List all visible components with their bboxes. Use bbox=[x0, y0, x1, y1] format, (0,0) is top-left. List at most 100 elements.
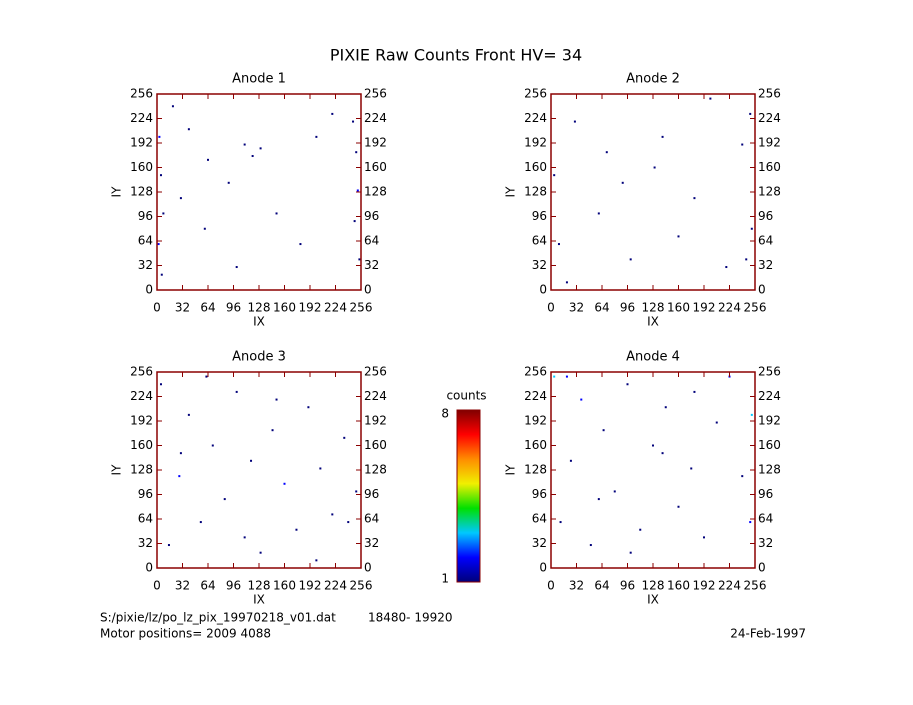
y-axis-label: IY bbox=[110, 186, 124, 198]
y-tick-label: 32 bbox=[138, 536, 153, 550]
count-pixel bbox=[331, 112, 334, 115]
x-tick-label: 0 bbox=[153, 579, 161, 593]
x-tick-label: 192 bbox=[299, 301, 322, 315]
y-tick-label: 160 bbox=[130, 160, 153, 174]
y-tick-label: 160 bbox=[130, 438, 153, 452]
y-tick-label: 224 bbox=[130, 389, 153, 403]
y-tick-label: 96 bbox=[532, 209, 547, 223]
count-pixel bbox=[715, 421, 718, 424]
count-pixel bbox=[573, 120, 576, 123]
y-tick-label: 224 bbox=[524, 389, 547, 403]
y-tick-label: 32 bbox=[758, 258, 773, 272]
x-axis-label: IX bbox=[253, 593, 265, 607]
x-tick-label: 32 bbox=[175, 579, 190, 593]
count-pixel bbox=[158, 135, 161, 138]
count-pixel bbox=[162, 212, 165, 215]
x-tick-label: 0 bbox=[547, 301, 555, 315]
count-pixel bbox=[693, 390, 696, 393]
x-tick-label: 224 bbox=[324, 579, 347, 593]
x-tick-label: 160 bbox=[273, 301, 296, 315]
panel-title: Anode 1 bbox=[232, 72, 286, 87]
y-tick-label: 0 bbox=[758, 561, 766, 575]
y-tick-label: 96 bbox=[138, 209, 153, 223]
count-pixel bbox=[621, 181, 624, 184]
x-tick-label: 0 bbox=[153, 301, 161, 315]
count-pixel bbox=[251, 155, 254, 158]
y-tick-label: 128 bbox=[364, 185, 387, 199]
count-pixel bbox=[331, 513, 334, 516]
count-pixel bbox=[347, 521, 350, 524]
panel-title: Anode 4 bbox=[626, 350, 680, 365]
count-pixel bbox=[690, 467, 693, 470]
y-tick-label: 64 bbox=[532, 512, 547, 526]
count-pixel bbox=[187, 413, 190, 416]
colorbar bbox=[456, 409, 481, 583]
count-pixel bbox=[205, 375, 208, 378]
count-pixel bbox=[639, 528, 642, 531]
y-tick-label: 160 bbox=[524, 160, 547, 174]
y-tick-label: 192 bbox=[364, 136, 387, 150]
y-tick-label: 32 bbox=[364, 258, 379, 272]
footer-file: S:/pixie/lz/po_lz_pix_19970218_v01.dat bbox=[100, 611, 336, 625]
figure-title: PIXIE Raw Counts Front HV= 34 bbox=[330, 46, 582, 65]
count-pixel bbox=[159, 383, 162, 386]
count-pixel bbox=[661, 452, 664, 455]
count-pixel bbox=[235, 266, 238, 269]
x-tick-label: 160 bbox=[667, 301, 690, 315]
x-tick-label: 256 bbox=[350, 301, 373, 315]
x-tick-label: 256 bbox=[350, 579, 373, 593]
y-tick-label: 256 bbox=[364, 365, 387, 379]
count-pixel bbox=[580, 398, 583, 401]
count-pixel bbox=[283, 482, 286, 485]
y-tick-label: 256 bbox=[130, 365, 153, 379]
x-tick-label: 224 bbox=[324, 301, 347, 315]
x-tick-label: 96 bbox=[226, 579, 241, 593]
count-pixel bbox=[725, 266, 728, 269]
count-pixel bbox=[356, 189, 359, 192]
x-tick-label: 192 bbox=[693, 579, 716, 593]
count-pixel bbox=[693, 197, 696, 200]
y-tick-label: 224 bbox=[524, 111, 547, 125]
count-pixel bbox=[343, 436, 346, 439]
count-pixel bbox=[315, 559, 318, 562]
y-tick-label: 192 bbox=[130, 136, 153, 150]
count-pixel bbox=[157, 243, 160, 246]
x-tick-label: 0 bbox=[547, 579, 555, 593]
count-pixel bbox=[557, 243, 560, 246]
y-tick-label: 192 bbox=[130, 414, 153, 428]
count-pixel bbox=[589, 544, 592, 547]
count-pixel bbox=[235, 390, 238, 393]
count-pixel bbox=[160, 273, 163, 276]
x-tick-label: 32 bbox=[569, 301, 584, 315]
panel-title: Anode 3 bbox=[232, 350, 286, 365]
count-pixel bbox=[187, 128, 190, 131]
y-tick-label: 128 bbox=[130, 185, 153, 199]
x-tick-label: 224 bbox=[718, 301, 741, 315]
y-tick-label: 32 bbox=[138, 258, 153, 272]
y-tick-label: 32 bbox=[758, 536, 773, 550]
y-tick-label: 0 bbox=[539, 283, 547, 297]
y-tick-label: 160 bbox=[364, 438, 387, 452]
y-tick-label: 96 bbox=[758, 487, 773, 501]
count-pixel bbox=[602, 429, 605, 432]
count-pixel bbox=[353, 220, 356, 223]
y-tick-label: 32 bbox=[532, 258, 547, 272]
y-tick-label: 128 bbox=[758, 463, 781, 477]
count-pixel bbox=[295, 528, 298, 531]
count-pixel bbox=[553, 375, 556, 378]
count-pixel bbox=[355, 151, 358, 154]
y-tick-label: 224 bbox=[364, 389, 387, 403]
y-tick-label: 64 bbox=[138, 234, 153, 248]
y-tick-label: 64 bbox=[364, 512, 379, 526]
count-pixel bbox=[750, 413, 753, 416]
y-tick-label: 96 bbox=[138, 487, 153, 501]
y-tick-label: 128 bbox=[524, 185, 547, 199]
count-pixel bbox=[275, 212, 278, 215]
y-tick-label: 160 bbox=[364, 160, 387, 174]
count-pixel bbox=[171, 105, 174, 108]
y-tick-label: 192 bbox=[524, 414, 547, 428]
y-tick-label: 256 bbox=[758, 365, 781, 379]
y-tick-label: 224 bbox=[130, 111, 153, 125]
x-tick-label: 160 bbox=[273, 579, 296, 593]
x-tick-label: 192 bbox=[693, 301, 716, 315]
